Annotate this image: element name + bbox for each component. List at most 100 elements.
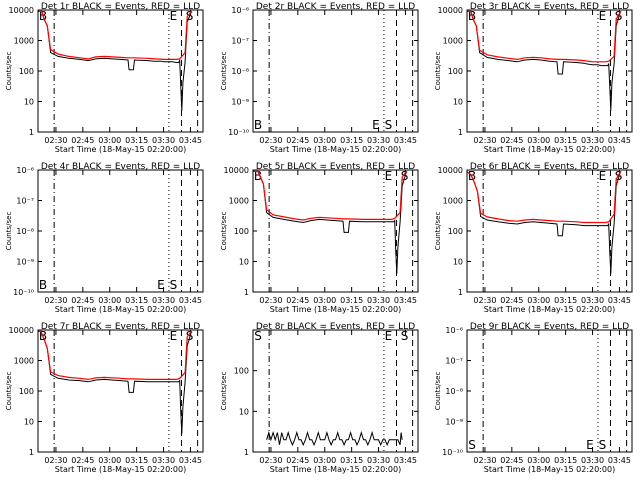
lld-series-line (253, 170, 407, 221)
corner-letter: S (254, 329, 262, 343)
x-tick-label: 03:30 (367, 136, 390, 145)
x-tick-label: 03:00 (98, 456, 121, 465)
y-tick-label: 1 (244, 288, 249, 297)
marker-letter: E (372, 118, 380, 132)
plot-frame (37, 329, 204, 453)
marker-letter: S (170, 278, 178, 292)
events-series-line (38, 330, 192, 434)
marker-letter: E (170, 329, 178, 343)
x-tick-label: 03:00 (527, 136, 550, 145)
x-tick-label: 02:30 (44, 136, 67, 145)
x-tick-label: 03:30 (152, 136, 175, 145)
y-tick-label: 1000 (229, 197, 249, 206)
lld-series-line (467, 170, 622, 224)
plot-frame (466, 329, 633, 453)
y-tick-label: 10 (239, 258, 249, 267)
x-tick-label: 03:00 (98, 136, 121, 145)
y-axis-label: Counts/sec (434, 52, 442, 91)
y-tick-label: 1000 (443, 197, 463, 206)
x-tick-label: 03:30 (581, 456, 604, 465)
y-tick-label: 1 (29, 128, 34, 137)
y-tick-label: 10⁻⁶ (445, 326, 463, 335)
corner-letter: S (468, 438, 476, 452)
panel-title: Det 4r BLACK = Events, RED = LLD (41, 162, 200, 172)
x-tick-label: 03:30 (367, 456, 390, 465)
corner-letter: B (254, 169, 262, 183)
y-tick-label: 100 (19, 387, 34, 396)
x-tick-label: 02:45 (71, 296, 94, 305)
x-tick-label: 03:45 (394, 456, 417, 465)
y-tick-label: 10000 (224, 166, 249, 175)
marker-letter: S (401, 329, 409, 343)
x-axis-label: Start Time (18-May-15 02:20:00) (484, 465, 615, 474)
marker-letter: E (385, 169, 393, 183)
x-tick-label: 02:45 (286, 136, 309, 145)
x-tick-label: 02:45 (71, 136, 94, 145)
x-tick-label: 02:30 (259, 456, 282, 465)
y-axis-label: Counts/sec (5, 212, 13, 251)
y-tick-label: 10⁻⁷ (16, 197, 34, 206)
y-tick-label: 1 (29, 448, 34, 457)
y-tick-label: 10000 (438, 6, 463, 15)
x-tick-label: 03:45 (394, 136, 417, 145)
x-tick-label: 03:15 (125, 296, 148, 305)
x-tick-label: 03:45 (179, 296, 202, 305)
y-tick-label: 10⁻⁹ (16, 258, 34, 267)
events-series-line (467, 171, 621, 274)
x-tick-label: 03:15 (340, 456, 363, 465)
panel-title: Det 5r BLACK = Events, RED = LLD (256, 162, 415, 172)
events-series-line (253, 170, 407, 274)
x-tick-label: 02:45 (286, 296, 309, 305)
y-axis-label: Counts/sec (434, 372, 442, 411)
x-axis-label: Start Time (18-May-15 02:20:00) (55, 465, 186, 474)
y-tick-label: 10 (24, 98, 34, 107)
x-tick-label: 03:00 (313, 136, 336, 145)
panel-title: Det 3r BLACK = Events, RED = LLD (470, 2, 629, 12)
x-tick-label: 03:45 (608, 296, 631, 305)
x-tick-label: 03:00 (527, 296, 550, 305)
detector-panel: Det 8r BLACK = Events, RED = LLD 1 10 100 Co… (220, 322, 419, 474)
x-tick-label: 03:00 (313, 296, 336, 305)
corner-letter: B (254, 118, 262, 132)
detector-panel: Det 5r BLACK = Events, RED = LLD 1 10 100 10… (220, 162, 419, 314)
y-tick-label: 10⁻⁸ (231, 67, 249, 76)
x-tick-label: 03:15 (125, 136, 148, 145)
marker-letter: E (586, 438, 594, 452)
x-tick-label: 03:30 (581, 296, 604, 305)
y-axis-label: Counts/sec (220, 52, 228, 91)
y-tick-label: 10⁻⁸ (445, 387, 463, 396)
x-tick-label: 02:30 (44, 296, 67, 305)
plot-frame (466, 9, 633, 133)
y-tick-label: 100 (448, 227, 463, 236)
detector-panel: Det 4r BLACK = Events, RED = LLD 10⁻¹⁰ 10⁻… (5, 162, 204, 314)
y-tick-label: 10⁻¹⁰ (228, 128, 249, 137)
lld-series-line (467, 10, 622, 63)
x-tick-label: 03:00 (98, 296, 121, 305)
plot-frame (252, 169, 419, 293)
y-tick-label: 1 (458, 128, 463, 137)
panel-title: Det 8r BLACK = Events, RED = LLD (256, 322, 415, 332)
x-tick-label: 02:30 (473, 136, 496, 145)
corner-letter: B (39, 278, 47, 292)
panel-title: Det 1r BLACK = Events, RED = LLD (41, 2, 200, 12)
marker-letter: E (170, 9, 178, 23)
plot-frame (37, 169, 204, 293)
lld-series-line (38, 10, 192, 61)
plot-frame (252, 329, 419, 453)
y-tick-label: 10⁻⁸ (16, 227, 34, 236)
x-axis-label: Start Time (18-May-15 02:20:00) (484, 145, 615, 154)
detector-panel: Det 7r BLACK = Events, RED = LLD 1 10 100 10… (5, 322, 204, 474)
x-tick-label: 03:15 (554, 136, 577, 145)
plot-frame (466, 169, 633, 293)
x-tick-label: 02:45 (500, 136, 523, 145)
y-tick-label: 1000 (443, 37, 463, 46)
x-tick-label: 02:30 (259, 296, 282, 305)
x-tick-label: 02:30 (44, 456, 67, 465)
y-tick-label: 1000 (14, 357, 34, 366)
y-axis-label: Counts/sec (5, 52, 13, 91)
detector-panel: Det 9r BLACK = Events, RED = LLD 10⁻¹⁰ 10⁻… (434, 322, 633, 474)
x-tick-label: 03:15 (340, 136, 363, 145)
x-axis-label: Start Time (18-May-15 02:20:00) (270, 305, 401, 314)
y-axis-label: Counts/sec (5, 372, 13, 411)
